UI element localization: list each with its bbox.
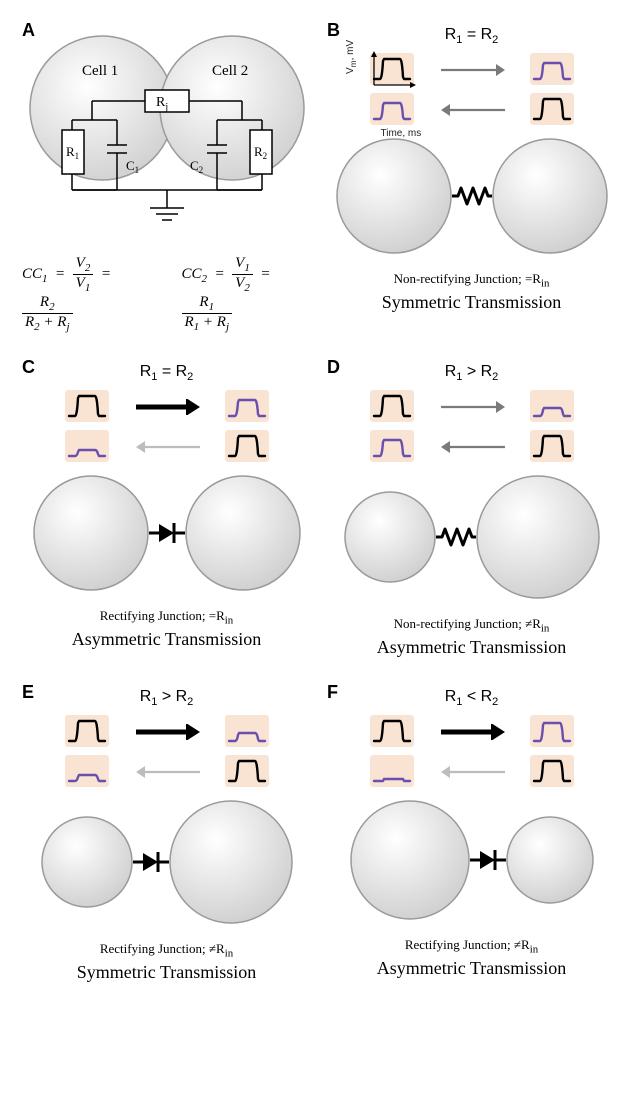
- cell-pair: [350, 800, 594, 925]
- trace-icon: [530, 390, 574, 422]
- arrow-back: [132, 439, 202, 453]
- diode-icon: [131, 850, 171, 874]
- row-2: C R1 = R2: [14, 351, 624, 676]
- cell-right: [185, 475, 301, 596]
- panel-C: C R1 = R2: [14, 351, 319, 676]
- junction: [434, 525, 478, 554]
- cell-left: [344, 491, 436, 588]
- diode-icon: [147, 521, 187, 545]
- panel-F: F R1 < R2: [319, 676, 624, 1001]
- trace-grid: [48, 387, 286, 465]
- svg-text:Cell 1: Cell 1: [82, 63, 118, 79]
- panel-E-label: E: [22, 682, 34, 703]
- arrow-forward: [437, 62, 507, 76]
- cell-pair: [41, 800, 293, 929]
- trace-grid: [353, 712, 591, 790]
- diode-icon: [468, 848, 508, 872]
- trace-icon: [370, 715, 414, 747]
- trace-icon: [370, 755, 414, 787]
- panel-B-label: B: [327, 20, 340, 41]
- cell-left: [336, 138, 452, 259]
- eq-cc1: CC1 = V2 V1 = R2 R2 + Rj: [22, 255, 152, 333]
- cell-left: [33, 475, 149, 596]
- figure: A Cell 1 Cell 2: [0, 0, 638, 1031]
- arrow-back: [437, 102, 507, 116]
- cell-pair: [33, 475, 301, 596]
- row-1: A Cell 1 Cell 2: [14, 14, 624, 351]
- trace-icon: [225, 715, 269, 747]
- trace-icon: [530, 715, 574, 747]
- cell-right: [492, 138, 608, 259]
- trace-icon: [530, 53, 574, 85]
- panel-D-label: D: [327, 357, 340, 378]
- trace-icon: [370, 390, 414, 422]
- panel-B: B R1 = R2 Vm, mVTime, ms: [319, 14, 624, 351]
- cell-left: [41, 816, 133, 913]
- panel-F-label: F: [327, 682, 338, 703]
- trace-icon: [65, 430, 109, 462]
- cell-pair: [344, 475, 600, 604]
- caption: Rectifying Junction; =Rin Asymmetric Tra…: [72, 608, 262, 650]
- trace-icon: [530, 755, 574, 787]
- relation: R1 = R2: [445, 26, 499, 46]
- cell-right: [476, 475, 600, 604]
- svg-text:Cell 2: Cell 2: [212, 63, 248, 79]
- trace-icon: [530, 430, 574, 462]
- caption: Rectifying Junction; ≠Rin Asymmetric Tra…: [377, 937, 567, 979]
- panel-A: A Cell 1 Cell 2: [14, 14, 319, 351]
- junction: [131, 850, 171, 879]
- resistor-icon: [450, 184, 494, 208]
- cell-pair: [336, 138, 608, 259]
- caption: Non-rectifying Junction; ≠Rin Asymmetric…: [377, 616, 567, 658]
- trace-icon: [65, 715, 109, 747]
- trace-icon: [65, 755, 109, 787]
- circuit-diagram: Cell 1 Cell 2 Rj: [22, 30, 312, 245]
- trace-grid: [48, 712, 286, 790]
- caption: Rectifying Junction; ≠Rin Symmetric Tran…: [77, 941, 257, 983]
- relation: R1 > R2: [140, 688, 194, 708]
- panel-D: D R1 > R2: [319, 351, 624, 676]
- junction: [147, 521, 187, 550]
- trace-icon: [225, 430, 269, 462]
- arrow-forward: [437, 399, 507, 413]
- arrow-back: [132, 764, 202, 778]
- relation: R1 > R2: [445, 363, 499, 383]
- panel-A-label: A: [22, 20, 35, 41]
- eq-cc2: CC2 = V1 V2 = R1 R1 + Rj: [182, 255, 312, 333]
- panel-E: E R1 > R2: [14, 676, 319, 1001]
- cell-left: [350, 800, 470, 925]
- trace-icon: [370, 430, 414, 462]
- arrow-forward: [132, 724, 202, 738]
- panel-C-label: C: [22, 357, 35, 378]
- cell-right: [506, 816, 594, 909]
- junction: [468, 848, 508, 877]
- trace-icon: [225, 390, 269, 422]
- relation: R1 = R2: [140, 363, 194, 383]
- trace-icon: [370, 93, 414, 125]
- resistor-icon: [434, 525, 478, 549]
- trace-grid: [353, 387, 591, 465]
- trace-icon: [225, 755, 269, 787]
- arrow-back: [437, 439, 507, 453]
- row-3: E R1 > R2: [14, 676, 624, 1001]
- arrow-back: [437, 764, 507, 778]
- trace-icon: [65, 390, 109, 422]
- trace-grid: [353, 50, 591, 128]
- cell-right: [169, 800, 293, 929]
- arrow-forward: [437, 724, 507, 738]
- equations: CC1 = V2 V1 = R2 R2 + Rj CC2: [22, 255, 311, 333]
- relation: R1 < R2: [445, 688, 499, 708]
- arrow-forward: [132, 399, 202, 413]
- junction: [450, 184, 494, 213]
- caption: Non-rectifying Junction; =Rin Symmetric …: [382, 271, 562, 313]
- trace-icon: [530, 93, 574, 125]
